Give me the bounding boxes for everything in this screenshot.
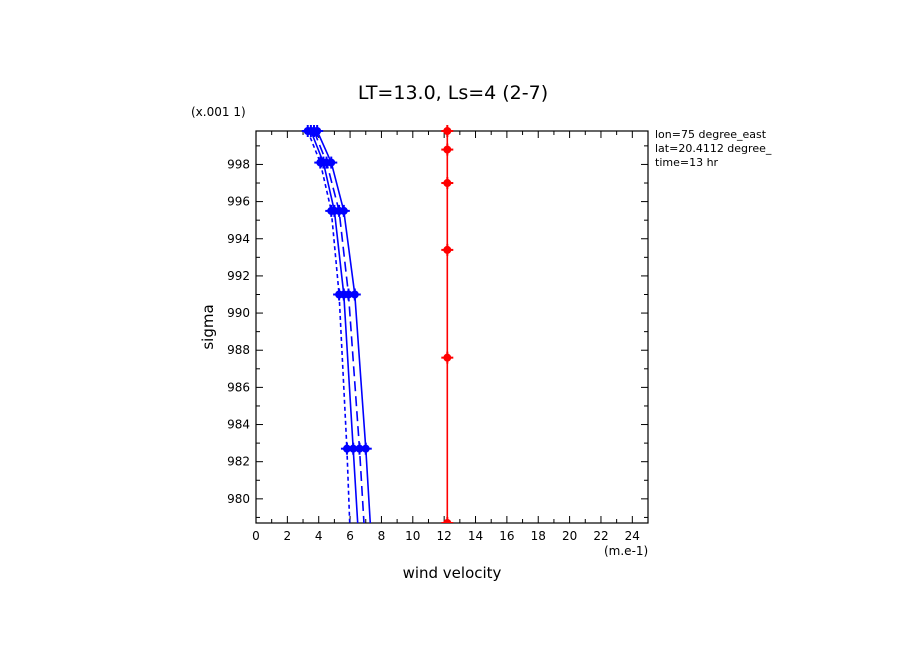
x-tick-label: 8 xyxy=(378,529,386,543)
data-point xyxy=(441,177,454,190)
y-tick-label: 982 xyxy=(227,455,250,469)
chart-title: LT=13.0, Ls=4 (2-7) xyxy=(358,82,548,104)
x-tick-label: 4 xyxy=(315,529,323,543)
y-tick-label: 988 xyxy=(227,343,250,357)
x-tick-label: 0 xyxy=(252,529,260,543)
x-tick-label: 22 xyxy=(593,529,608,543)
y-axis-label: sigma xyxy=(199,304,217,349)
y-unit-label: (x.001 1) xyxy=(191,105,246,119)
series-line xyxy=(316,130,372,523)
series-line xyxy=(313,130,365,523)
annotation-lat: lat=20.4112 degree_ xyxy=(655,142,772,155)
data-point xyxy=(353,442,366,455)
y-tick-label: 998 xyxy=(227,157,250,171)
y-tick-label: 996 xyxy=(227,195,250,209)
x-axis-label: wind velocity xyxy=(403,564,502,582)
annotation-time: time=13 hr xyxy=(655,156,719,169)
series-3 xyxy=(308,125,366,523)
annotation-lon: lon=75 degree_east xyxy=(655,128,767,141)
series-line xyxy=(306,130,351,523)
x-tick-label: 16 xyxy=(499,529,514,543)
data-point xyxy=(441,143,454,156)
series-1 xyxy=(311,125,372,523)
data-point xyxy=(325,204,338,217)
x-tick-label: 2 xyxy=(284,529,292,543)
plot-area xyxy=(301,125,454,523)
x-tick-label: 6 xyxy=(346,529,354,543)
x-tick-label: 10 xyxy=(405,529,420,543)
data-point xyxy=(333,288,346,301)
plot-frame xyxy=(255,130,649,524)
x-tick-label: 14 xyxy=(468,529,483,543)
y-tick-label: 984 xyxy=(227,418,250,432)
x-unit-label: (m.e-1) xyxy=(604,544,648,558)
x-tick-label: 20 xyxy=(562,529,577,543)
y-tick-label: 980 xyxy=(227,492,250,506)
data-point xyxy=(441,125,454,137)
series-0 xyxy=(441,125,454,523)
series-4 xyxy=(301,125,353,523)
y-tick-label: 994 xyxy=(227,232,250,246)
axes: 0 2 4 6 8 10 12 14 16 18 20 22 249809829849869889909… xyxy=(227,130,649,543)
data-point xyxy=(441,243,454,256)
data-point xyxy=(441,517,454,523)
data-point xyxy=(340,442,353,455)
x-tick-label: 12 xyxy=(437,529,452,543)
data-point xyxy=(301,125,314,137)
y-tick-label: 986 xyxy=(227,380,250,394)
data-point xyxy=(441,351,454,364)
data-point xyxy=(314,156,327,169)
y-tick-label: 992 xyxy=(227,269,250,283)
data-point xyxy=(333,204,346,217)
y-tick-label: 990 xyxy=(227,306,250,320)
series-line xyxy=(310,130,359,523)
x-tick-label: 18 xyxy=(531,529,546,543)
x-tick-label: 24 xyxy=(625,529,640,543)
